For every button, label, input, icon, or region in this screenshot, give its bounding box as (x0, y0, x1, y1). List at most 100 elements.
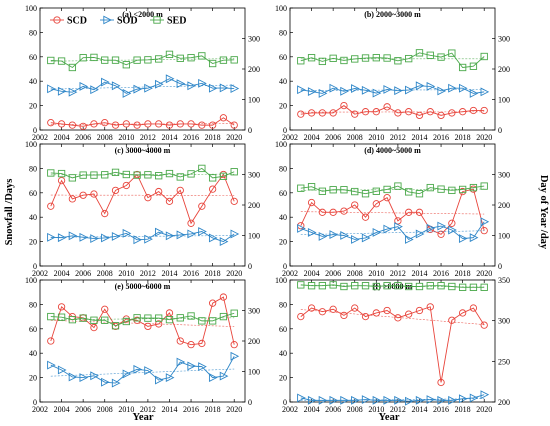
y-tick-label-right: 100 (498, 96, 510, 105)
data-point-sod (329, 83, 339, 93)
data-point-sod (437, 395, 447, 405)
x-tick-label: 2008 (97, 133, 113, 142)
data-point-sed (394, 282, 402, 290)
data-point-sed (122, 170, 130, 179)
data-point-scd (187, 341, 195, 349)
data-point-sed (219, 56, 228, 64)
data-point-sed (448, 49, 456, 57)
data-point-sed (133, 314, 141, 322)
data-point-sed (208, 174, 217, 182)
data-point-sod (415, 81, 425, 91)
data-point-sed (230, 56, 238, 64)
legend-label-scd: SCD (67, 16, 87, 27)
data-point-sod (57, 86, 67, 96)
data-point-sed (155, 172, 163, 180)
data-point-scd (230, 341, 238, 349)
data-point-sod (155, 227, 164, 237)
data-point-scd (176, 186, 184, 195)
y-tick-label-left: 80 (29, 300, 37, 309)
data-point-scd (318, 208, 327, 216)
data-point-sod (340, 395, 349, 405)
data-point-scd (340, 207, 348, 215)
trend-line-scd (50, 123, 235, 125)
data-point-scd (219, 293, 228, 301)
data-point-sod (101, 77, 110, 87)
x-tick-label: 2014 (411, 133, 427, 142)
data-point-sed (68, 174, 77, 182)
data-point-sed (426, 183, 434, 192)
data-point-sod (469, 233, 479, 243)
y-tick-label-right: 300 (498, 317, 510, 326)
y-tick-label-left: 20 (29, 374, 37, 383)
y-tick-label-left: 0 (283, 398, 287, 407)
series-sod (47, 351, 240, 388)
x-tick-label: 2020 (226, 269, 242, 278)
data-point-sed (383, 282, 391, 290)
y-tick-label-left: 60 (279, 325, 287, 334)
data-point-scd (318, 308, 327, 316)
data-point-sed (383, 54, 391, 62)
data-point-sod (47, 232, 56, 242)
data-point-scd (351, 304, 359, 312)
x-tick-label: 2010 (368, 269, 384, 278)
x-tick-label: 2018 (205, 269, 221, 278)
legend-label-sed: SED (167, 16, 186, 27)
data-point-sed (318, 57, 327, 66)
data-point-sod (372, 228, 382, 237)
data-point-sed (361, 190, 370, 198)
x-tick-label: 2010 (368, 133, 384, 142)
data-point-sed (340, 186, 348, 194)
trend-line-sod (300, 230, 485, 235)
x-tick-label: 2020 (226, 405, 242, 414)
y-tick-label-left: 80 (29, 28, 37, 37)
y-tick-label-left: 60 (29, 189, 37, 198)
data-point-scd (101, 119, 109, 127)
data-point-sod (111, 378, 121, 388)
x-tick-label: 2008 (347, 405, 363, 414)
data-point-sed (469, 283, 478, 291)
data-point-sed (144, 314, 152, 322)
series-line-sed (50, 167, 235, 179)
y-tick-label-right: 0 (248, 126, 252, 135)
data-point-sod (394, 86, 403, 96)
data-point-scd (297, 110, 305, 118)
data-point-sed (340, 282, 348, 291)
y-tick-label-left: 80 (29, 164, 37, 173)
data-point-scd (437, 378, 445, 387)
trend-line-sod (50, 235, 235, 238)
data-point-sod (111, 231, 121, 241)
y-tick-label-left: 40 (29, 213, 37, 222)
y-tick-label-left: 20 (29, 102, 37, 111)
data-point-sed (111, 168, 120, 177)
data-point-sed (448, 186, 456, 195)
y-tick-label-right: 300 (248, 307, 260, 316)
data-point-sod (448, 225, 457, 235)
data-point-sod (469, 393, 479, 403)
panel-6: (f) >6000 m 2002 2004 2006 2008 2010 2012 2014 2… (275, 276, 510, 414)
data-point-sod (426, 395, 436, 404)
data-point-sod (297, 393, 306, 403)
x-tick-label: 2020 (476, 269, 492, 278)
data-point-scd (90, 190, 98, 198)
data-point-scd (426, 303, 434, 311)
data-point-sed (329, 54, 337, 62)
series-sed (297, 281, 488, 291)
data-point-scd (307, 304, 316, 312)
x-axis-label-right: Year (379, 412, 400, 423)
x-tick-label: 2016 (183, 405, 199, 414)
trend-line-scd (300, 309, 485, 325)
panel-title: (c) 3000~4000 m (115, 146, 171, 155)
data-point-scd (68, 121, 77, 129)
data-point-scd (426, 108, 434, 116)
series-line-scd (300, 188, 485, 235)
data-point-sod (383, 224, 393, 234)
data-point-sed (230, 168, 238, 176)
data-point-scd (101, 305, 109, 313)
data-point-scd (361, 213, 370, 221)
data-point-sed (122, 61, 130, 69)
data-point-sod (57, 233, 67, 243)
plot-frame (289, 143, 496, 267)
data-point-sed (415, 190, 424, 198)
data-point-sod (340, 231, 349, 240)
series-sod (297, 81, 490, 98)
